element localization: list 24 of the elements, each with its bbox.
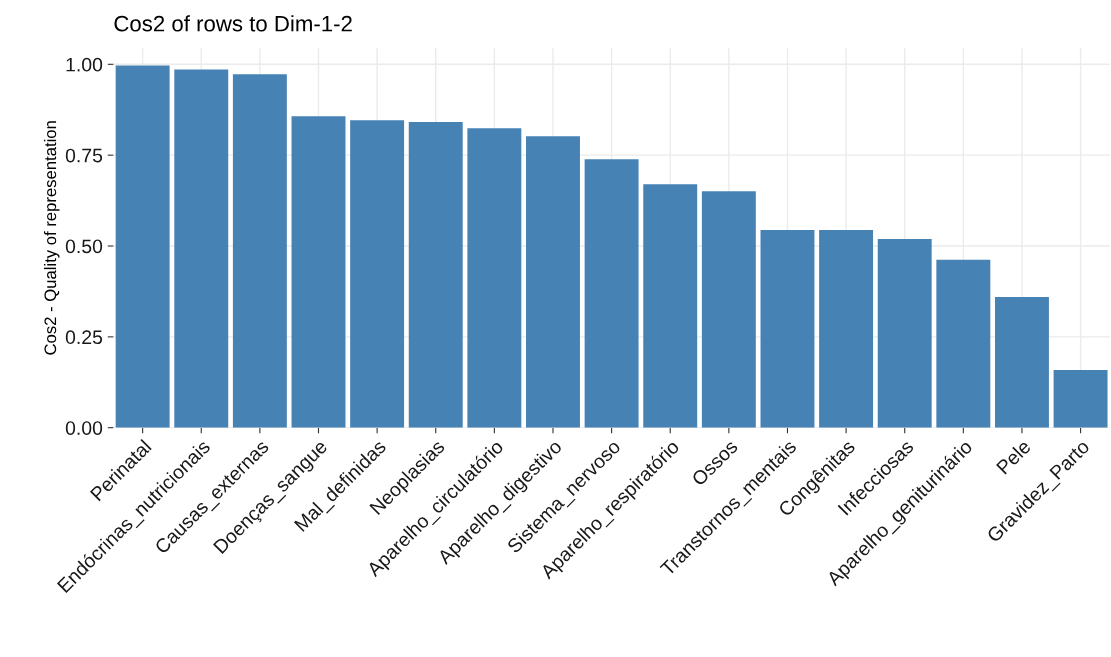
bar (819, 230, 874, 428)
bar (174, 69, 229, 428)
bar (408, 122, 463, 428)
bar (1053, 369, 1108, 428)
y-axis-title: Cos2 - Quality of representation (43, 121, 60, 355)
chart-title: Cos2 of rows to Dim-1-2 (114, 15, 352, 32)
y-tick-label: 0.75 (65, 148, 103, 163)
bar (994, 296, 1049, 428)
bar (526, 136, 580, 428)
y-tick-label: 0.25 (65, 330, 103, 345)
bar (877, 239, 932, 428)
y-tick-label: 0.00 (65, 421, 103, 435)
bar (584, 159, 639, 428)
bar (701, 191, 756, 428)
y-tick-label: 1.00 (66, 57, 103, 72)
bar (291, 116, 346, 428)
y-tick-label: 0.50 (65, 239, 103, 254)
bar (643, 184, 698, 428)
bar (115, 65, 170, 428)
bar (760, 230, 815, 428)
bar (350, 120, 405, 428)
bar (232, 74, 287, 428)
bar (467, 128, 522, 428)
bar (936, 259, 991, 428)
